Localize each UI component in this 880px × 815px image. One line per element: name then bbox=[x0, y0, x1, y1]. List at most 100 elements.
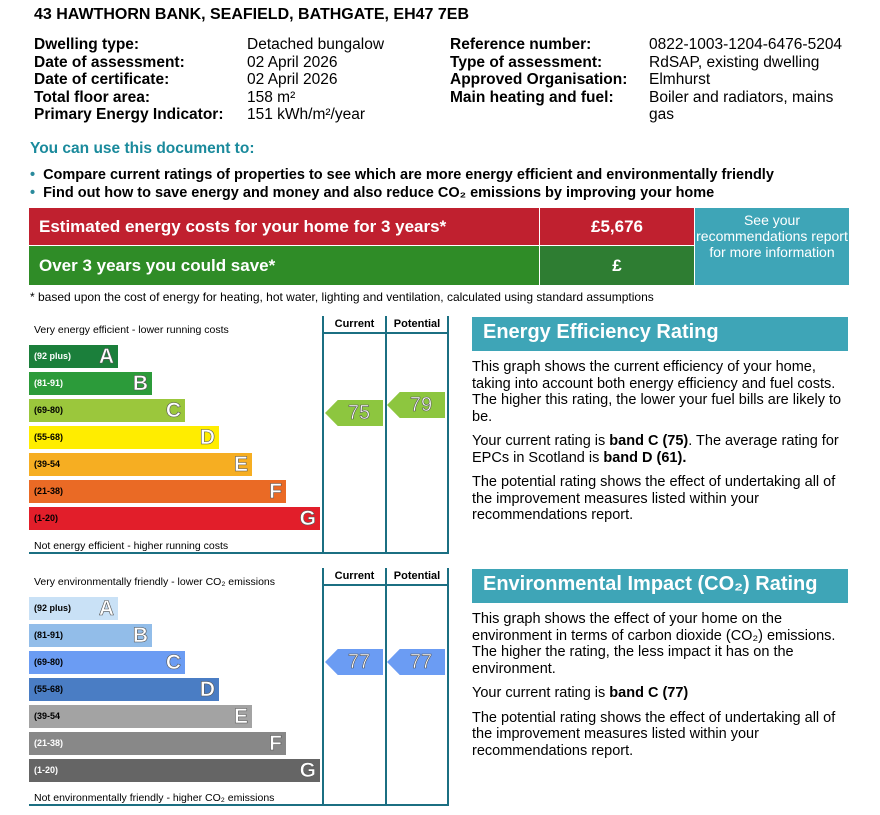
p2-text: Your current rating is bbox=[472, 685, 610, 701]
band-letter: B bbox=[132, 372, 149, 396]
band-range: (81-91) bbox=[34, 630, 64, 640]
value-approved-org: Elmhurst bbox=[649, 71, 711, 88]
band-letter: B bbox=[132, 624, 149, 648]
band-letter: E bbox=[233, 453, 249, 477]
band-c: (69-80) C bbox=[29, 651, 185, 674]
band-range: (21-38) bbox=[34, 486, 64, 496]
bullet-item: Find out how to save energy and money an… bbox=[30, 184, 774, 202]
value-assessment-type: RdSAP, existing dwelling bbox=[649, 53, 820, 71]
graph-top-label: Very energy efficient - lower running co… bbox=[34, 324, 229, 336]
details-right-values: 0822-1003-1204-6476-5204 RdSAP, existing… bbox=[649, 36, 859, 124]
environmental-impact-graph: Very environmentally friendly - lower CO… bbox=[29, 568, 449, 806]
property-address: 43 HAWTHORN BANK, SEAFIELD, BATHGATE, EH… bbox=[34, 6, 470, 23]
energy-rating-p1: This graph shows the current efficiency … bbox=[472, 359, 842, 425]
band-range: (69-80) bbox=[34, 657, 64, 667]
band-e: (39-54 E bbox=[29, 705, 252, 728]
potential-rating-arrow: 77 bbox=[387, 649, 445, 675]
label-main-heating: Main heating and fuel: bbox=[450, 88, 614, 106]
env-rating-text: This graph shows the effect of your home… bbox=[472, 611, 852, 767]
band-range: (1-20) bbox=[34, 513, 59, 523]
band-letter: A bbox=[98, 597, 115, 621]
details-left-labels: Dwelling type: Date of assessment: Date … bbox=[34, 36, 244, 124]
value-date-certificate: 02 April 2026 bbox=[247, 71, 338, 88]
use-document-title: You can use this document to: bbox=[30, 140, 255, 157]
env-rating-p1: This graph shows the effect of your home… bbox=[472, 611, 836, 677]
current-rating-arrow: 77 bbox=[325, 649, 383, 675]
current-rating-arrow: 75 bbox=[325, 400, 383, 426]
band-a: (92 plus) A bbox=[29, 597, 118, 620]
label-floor-area: Total floor area: bbox=[34, 88, 150, 106]
current-band-bold: band C (75) bbox=[609, 433, 689, 449]
value-floor-area: 158 m² bbox=[247, 88, 296, 106]
label-reference-number: Reference number: bbox=[450, 36, 592, 53]
band-letter: A bbox=[98, 345, 115, 369]
band-range: (92 plus) bbox=[34, 603, 72, 613]
band-letter: F bbox=[269, 480, 282, 504]
energy-rating-p2: Your current rating is band C (75). The … bbox=[472, 433, 852, 466]
band-letter: F bbox=[269, 732, 282, 756]
band-letter: E bbox=[233, 705, 249, 729]
bullet-item: Compare current ratings of properties to… bbox=[30, 166, 774, 184]
label-primary-energy: Primary Energy Indicator: bbox=[34, 106, 224, 123]
value-dwelling-type: Detached bungalow bbox=[247, 36, 385, 53]
band-b: (81-91) B bbox=[29, 372, 152, 395]
energy-efficiency-graph: Very energy efficient - lower running co… bbox=[29, 316, 449, 554]
value-main-heating: Boiler and radiators, mains gas bbox=[649, 88, 834, 124]
band-range: (39-54 bbox=[34, 459, 61, 469]
env-rating-p2: Your current rating is band C (77) bbox=[472, 685, 852, 702]
details-left-values: Detached bungalow 02 April 2026 02 April… bbox=[247, 36, 447, 124]
band-d: (55-68) D bbox=[29, 678, 219, 701]
value-primary-energy: 151 kWh/m²/year bbox=[247, 106, 366, 123]
value-date-assessment: 02 April 2026 bbox=[247, 53, 338, 71]
value-reference-number: 0822-1003-1204-6476-5204 bbox=[649, 36, 843, 53]
estimated-costs-value: £5,676 bbox=[540, 208, 694, 245]
recommendations-note: See your recommendations report for more… bbox=[695, 208, 849, 285]
savings-label: Over 3 years you could save* bbox=[29, 246, 539, 285]
band-range: (39-54 bbox=[34, 711, 61, 721]
band-letter: D bbox=[199, 678, 216, 702]
band-range: (92 plus) bbox=[34, 351, 72, 361]
savings-value: £ bbox=[540, 246, 694, 285]
graph-bottom-label: Not energy efficient - higher running co… bbox=[34, 540, 229, 552]
estimated-costs-label: Estimated energy costs for your home for… bbox=[29, 208, 539, 245]
use-bullets: Compare current ratings of properties to… bbox=[30, 166, 774, 202]
band-b: (81-91) B bbox=[29, 624, 152, 647]
cost-summary-table: Estimated energy costs for your home for… bbox=[29, 208, 849, 285]
cost-footnote: * based upon the cost of energy for heat… bbox=[30, 290, 654, 304]
band-g: (1-20) G bbox=[29, 759, 320, 782]
band-letter: G bbox=[299, 507, 316, 531]
graph-bottom-label: Not environmentally friendly - higher CO… bbox=[34, 792, 275, 804]
potential-rating-arrow: 79 bbox=[387, 392, 445, 418]
col-potential-header: Potential bbox=[393, 570, 441, 582]
p2-text-mid: . The average rating for EPCs in Scotlan… bbox=[472, 433, 839, 466]
band-range: (1-20) bbox=[34, 765, 59, 775]
band-d: (55-68) D bbox=[29, 426, 219, 449]
band-letter: G bbox=[299, 759, 316, 783]
band-e: (39-54 E bbox=[29, 453, 252, 476]
energy-rating-heading: Energy Efficiency Rating bbox=[472, 317, 848, 351]
label-assessment-type: Type of assessment: bbox=[450, 53, 603, 71]
band-f: (21-38) F bbox=[29, 480, 286, 503]
band-letter: C bbox=[165, 651, 182, 675]
label-date-assessment: Date of assessment: bbox=[34, 53, 185, 71]
label-approved-org: Approved Organisation: bbox=[450, 71, 628, 88]
average-band-bold: band D (61). bbox=[603, 449, 687, 466]
current-band-bold: band C (77) bbox=[609, 685, 689, 701]
band-range: (21-38) bbox=[34, 738, 64, 748]
band-range: (55-68) bbox=[34, 684, 64, 694]
graph-top-label: Very environmentally friendly - lower CO… bbox=[34, 576, 275, 588]
band-range: (81-91) bbox=[34, 378, 64, 388]
env-rating-p3: The potential rating shows the effect of… bbox=[472, 709, 836, 759]
band-letter: C bbox=[165, 399, 182, 423]
col-current-header: Current bbox=[334, 318, 375, 330]
details-right-labels: Reference number: Type of assessment: Ap… bbox=[450, 36, 650, 106]
band-range: (55-68) bbox=[34, 432, 64, 442]
label-date-certificate: Date of certificate: bbox=[34, 71, 170, 88]
band-f: (21-38) F bbox=[29, 732, 286, 755]
env-rating-heading: Environmental Impact (CO₂) Rating bbox=[472, 569, 848, 603]
col-potential-header: Potential bbox=[393, 318, 441, 330]
band-a: (92 plus) A bbox=[29, 345, 118, 368]
p2-text: Your current rating is bbox=[472, 433, 610, 449]
band-letter: D bbox=[199, 426, 216, 450]
energy-rating-text: This graph shows the current efficiency … bbox=[472, 359, 852, 532]
